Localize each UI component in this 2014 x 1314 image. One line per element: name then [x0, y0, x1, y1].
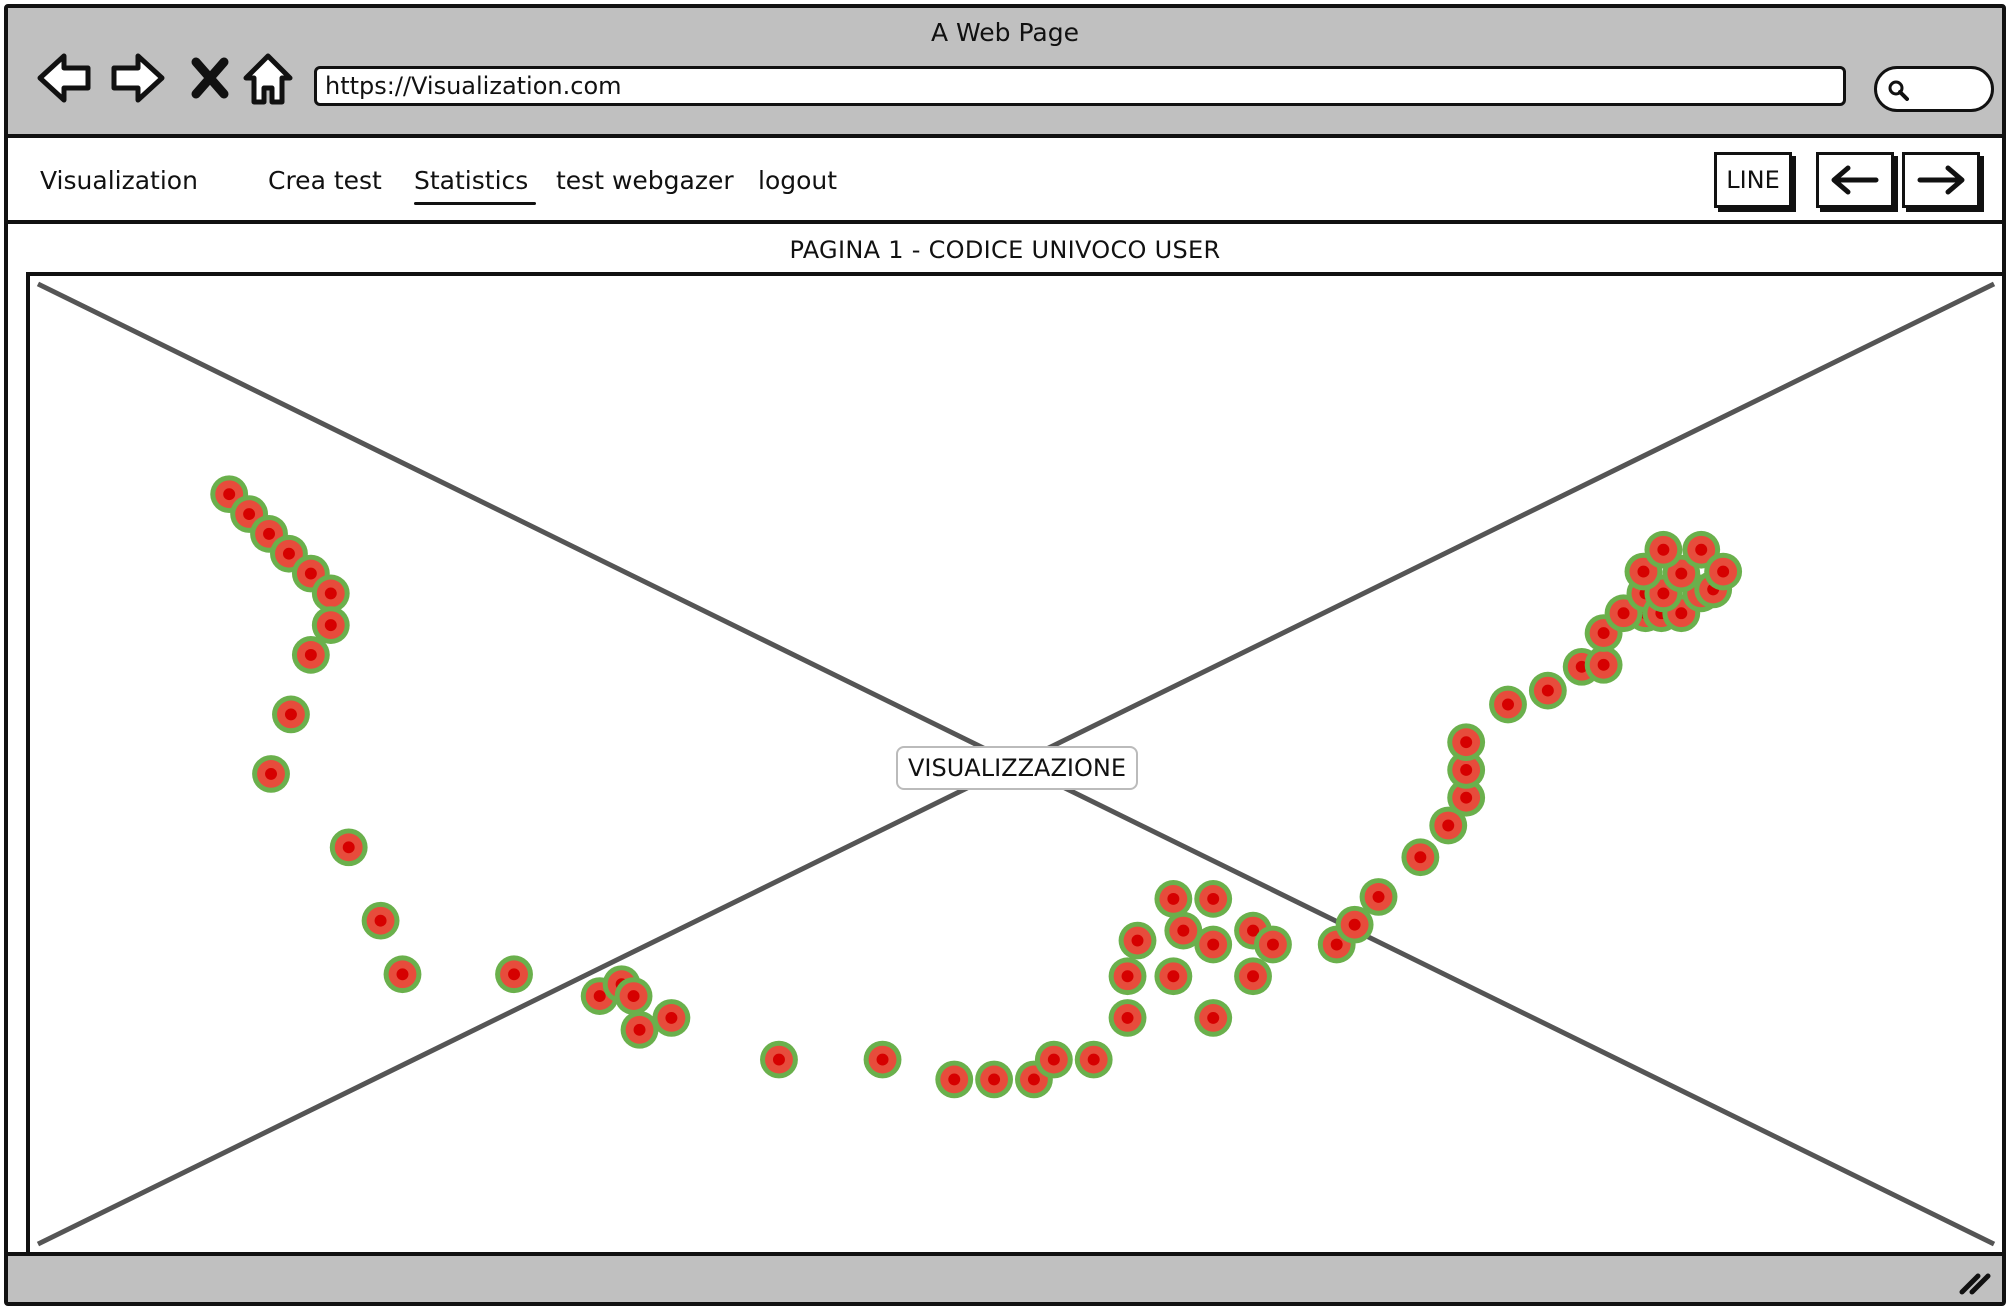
- gaze-point: [1429, 806, 1468, 845]
- forward-icon[interactable]: [108, 48, 168, 108]
- gaze-point: [1108, 957, 1147, 996]
- next-page-button[interactable]: [1902, 152, 1980, 208]
- gaze-point: [311, 574, 350, 613]
- gaze-point: [975, 1060, 1014, 1099]
- url-input[interactable]: https://Visualization.com: [314, 66, 1846, 106]
- gaze-point: [1644, 530, 1683, 569]
- gaze-point: [1584, 645, 1623, 684]
- gaze-point: [1704, 552, 1743, 591]
- gaze-point: [620, 1010, 659, 1049]
- top-navigation: Visualization Crea test Statistics test …: [8, 138, 2002, 224]
- search-icon: [1888, 80, 1909, 101]
- gaze-point: [1254, 925, 1292, 964]
- back-icon[interactable]: [34, 48, 94, 108]
- visualization-canvas: VISUALIZZAZIONE: [26, 272, 2002, 1256]
- gaze-point: [1359, 878, 1398, 916]
- page-heading: PAGINA 1 - CODICE UNIVOCO USER: [789, 236, 1221, 264]
- gaze-point: [1108, 999, 1147, 1037]
- gaze-point: [272, 695, 310, 734]
- gaze-points: [210, 475, 1743, 1099]
- gaze-point: [291, 636, 330, 674]
- gaze-point: [1401, 838, 1440, 877]
- window-title: A Web Page: [930, 18, 1080, 47]
- gaze-point: [1194, 880, 1233, 918]
- resize-grip-icon[interactable]: [1956, 1266, 1992, 1296]
- visualization-label: VISUALIZZAZIONE: [896, 746, 1138, 790]
- brand-link[interactable]: Visualization: [40, 166, 198, 195]
- gaze-point: [1164, 911, 1203, 950]
- gaze-point: [1154, 880, 1193, 918]
- gaze-point: [1528, 671, 1567, 710]
- gaze-point: [1118, 921, 1157, 960]
- status-bar: [8, 1252, 2002, 1302]
- image-placeholder: [36, 281, 1996, 1247]
- arrow-right-icon: [1917, 165, 1965, 195]
- gaze-point: [1194, 999, 1233, 1037]
- close-icon[interactable]: [180, 48, 240, 108]
- search-field[interactable]: [1874, 66, 1994, 112]
- gaze-point: [252, 755, 290, 793]
- gaze-point: [311, 606, 350, 644]
- gaze-point: [1447, 751, 1486, 789]
- gaze-point: [652, 999, 691, 1037]
- gaze-point: [863, 1040, 902, 1079]
- gaze-point: [1447, 723, 1486, 762]
- gaze-point: [1194, 925, 1233, 964]
- nav-item-statistics[interactable]: Statistics: [414, 166, 537, 205]
- gaze-point: [1234, 957, 1272, 996]
- gaze-point: [614, 977, 653, 1015]
- gaze-point: [1074, 1040, 1113, 1079]
- arrow-left-icon: [1831, 165, 1879, 195]
- nav-item-crea-test[interactable]: Crea test: [268, 166, 382, 195]
- gaze-point: [1489, 685, 1527, 724]
- home-icon[interactable]: [238, 48, 298, 108]
- gaze-point: [383, 955, 422, 994]
- gaze-point: [495, 955, 533, 994]
- prev-page-button[interactable]: [1816, 152, 1894, 208]
- line-button[interactable]: LINE: [1714, 152, 1792, 208]
- gaze-point: [361, 901, 400, 940]
- gaze-point: [760, 1040, 798, 1079]
- gaze-point: [1447, 778, 1486, 817]
- nav-item-test-webgazer[interactable]: test webgazer: [556, 166, 734, 195]
- gaze-point: [935, 1060, 974, 1099]
- gaze-point: [1335, 905, 1374, 944]
- nav-item-logout[interactable]: logout: [758, 166, 838, 195]
- gaze-point: [1154, 957, 1193, 996]
- browser-chrome: A Web Page https://Visualization.com: [8, 8, 2002, 138]
- browser-window: A Web Page https://Visualization.com Vis…: [4, 4, 2006, 1306]
- gaze-point: [329, 828, 368, 867]
- gaze-point: [1034, 1040, 1073, 1079]
